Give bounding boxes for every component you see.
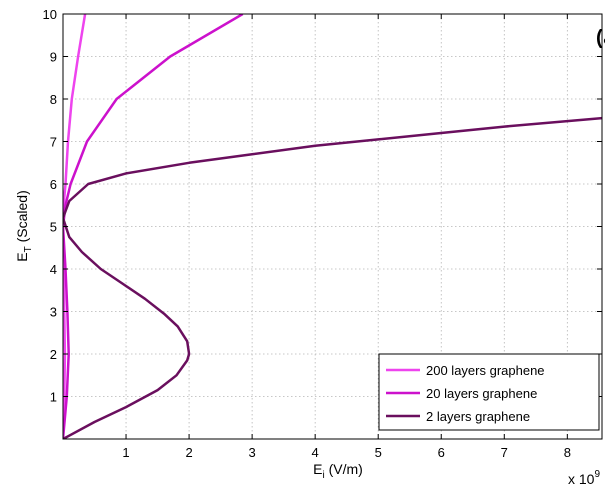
- x-axis-title-main: E: [313, 461, 322, 477]
- grid: [63, 13, 602, 439]
- y-tick-label: 5: [50, 220, 57, 235]
- y-tick-label: 3: [50, 305, 57, 320]
- x-tick-label: 5: [375, 445, 382, 460]
- x-multiplier-exp: 9: [594, 469, 600, 480]
- legend: 200 layers graphene 20 layers graphene 2…: [378, 353, 600, 431]
- x-tick-label: 1: [122, 445, 129, 460]
- x-tick-label: 2: [185, 445, 192, 460]
- x-axis-title-sub: i: [323, 470, 325, 481]
- x-tick-label: 3: [249, 445, 256, 460]
- y-tick-label: 1: [50, 390, 57, 405]
- x-tick-label: 4: [312, 445, 319, 460]
- legend-label-200-layers: 200 layers graphene: [426, 363, 545, 378]
- x-axis-title: Ei (V/m): [313, 461, 363, 481]
- y-tick-label: 2: [50, 347, 57, 362]
- y-tick-label: 4: [50, 262, 57, 277]
- legend-label-2-layers: 2 layers graphene: [426, 409, 530, 424]
- y-axis-title-main: E: [14, 252, 30, 261]
- y-tick-label: 9: [50, 50, 57, 65]
- x-tick-label: 8: [564, 445, 571, 460]
- x-multiplier-base: x 10: [568, 471, 595, 487]
- x-tick-label: 6: [438, 445, 445, 460]
- series-line-2-layers: [63, 116, 602, 439]
- x-axis-title-unit: (V/m): [325, 461, 363, 477]
- legend-label-20-layers: 20 layers graphene: [426, 386, 537, 401]
- x-ticks: 1 2 3 4 5 6 7 8: [122, 14, 571, 460]
- y-tick-label: 8: [50, 92, 57, 107]
- y-ticks: 1 2 3 4 5 6 7 8 9 10: [43, 7, 602, 405]
- y-axis-title: ET (Scaled): [14, 190, 34, 261]
- panel-label: (الف): [596, 27, 605, 49]
- x-multiplier: x 109: [568, 469, 600, 487]
- y-axis-title-unit: (Scaled): [14, 190, 30, 246]
- y-tick-label: 10: [43, 7, 57, 22]
- x-tick-label: 7: [501, 445, 508, 460]
- y-axis-title-sub: T: [23, 246, 34, 252]
- y-tick-label: 7: [50, 135, 57, 150]
- y-tick-label: 6: [50, 177, 57, 192]
